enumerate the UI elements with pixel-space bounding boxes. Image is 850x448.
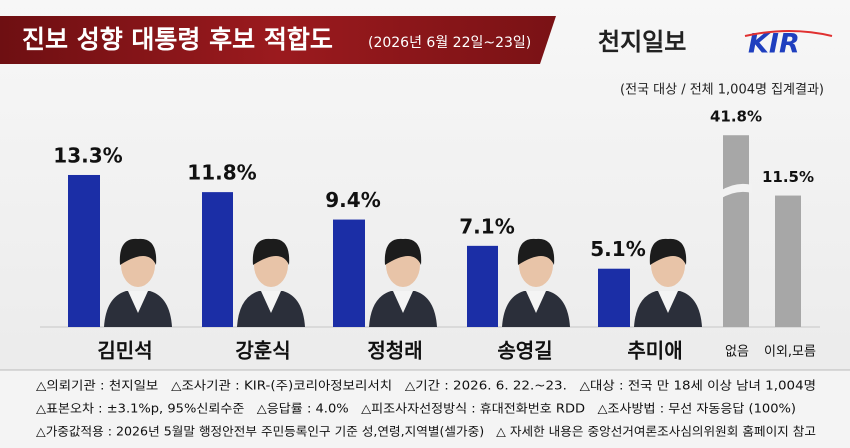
chart-subtitle: (2026년 6월 22일~23일) [368,35,531,51]
value-label: 13.3% [53,143,122,167]
logo-swoosh [744,30,833,37]
portrait-hair [384,238,422,265]
portrait-shirt [128,291,148,313]
bar [202,192,233,327]
category-label: 추미애 [627,339,682,363]
bar [68,174,100,327]
footnote: △의뢰기관 : 천지일보 △조사기관 : KIR-(주)코리아정보리서치 △기간… [36,378,816,393]
category-label: 없음 [725,345,749,360]
footnote: △표본오차 : ±3.1%p, 95%신뢰수준 △응답률 : 4.0% △피조사… [36,402,796,416]
bar [775,195,801,327]
footer-background [0,370,850,448]
portrait-shirt [393,291,413,313]
category-label: 이외,모름 [764,345,816,360]
category-label: 김민석 [97,339,152,363]
portrait-shirt [261,291,281,313]
portrait-shirt [658,291,678,313]
value-label: 9.4% [325,188,380,212]
publisher: 천지일보 [598,28,686,56]
portrait-hair [517,238,555,265]
value-label: 7.1% [459,214,514,238]
portrait-hair [649,238,687,265]
category-label: 정청래 [367,339,422,363]
sample-note: (전국 대상 / 전체 1,004명 집계결과) [620,83,824,98]
portrait-hair [252,238,290,265]
axis-break [720,183,752,199]
portrait-hair [119,238,157,265]
value-label: 41.8% [710,108,762,126]
chart-title: 진보 성향 대통령 후보 적합도 [22,25,333,54]
value-label: 5.1% [590,237,645,261]
bar [333,219,365,327]
portrait-shirt [526,291,546,313]
category-label: 강훈식 [235,339,290,363]
title-banner [0,16,556,64]
bar [467,245,498,327]
bar [723,135,749,327]
footnote: △가중값적용 : 2026년 5월말 행정안전부 주민등록인구 기준 성,연령,… [36,424,816,439]
value-label: 11.8% [187,161,256,185]
value-label: 11.5% [762,168,814,186]
bar [598,268,630,327]
category-label: 송영길 [497,339,552,363]
